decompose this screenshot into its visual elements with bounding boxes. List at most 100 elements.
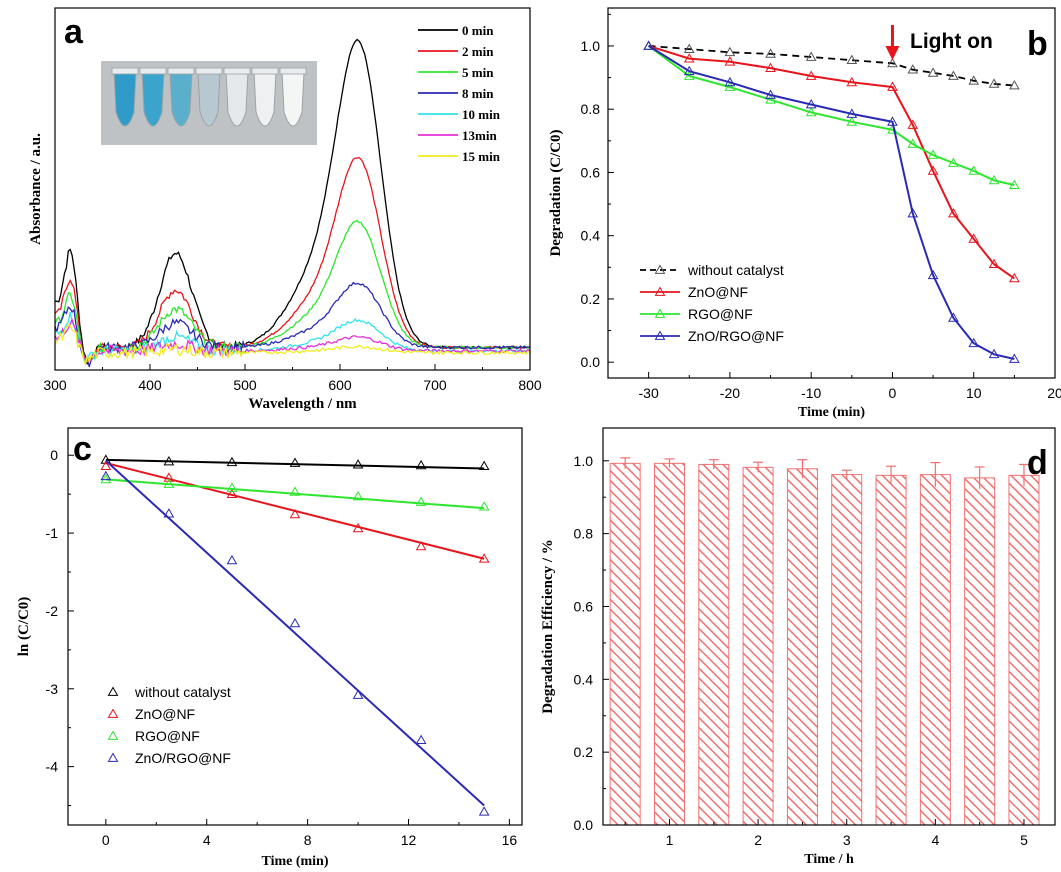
y-tick-label: 1.0 xyxy=(574,453,594,469)
bar xyxy=(1008,474,1040,826)
legend-marker xyxy=(654,264,666,274)
y-tick-label: 0.2 xyxy=(574,744,594,760)
data-point xyxy=(846,116,858,126)
legend-marker xyxy=(107,730,119,740)
series-line-zno-rgo-nf xyxy=(648,45,1015,360)
data-point xyxy=(226,554,238,565)
data-point xyxy=(805,98,817,109)
legend-label-10-min: 10 min xyxy=(462,107,501,122)
x-axis-label: Wavelength / nm xyxy=(248,396,357,412)
data-point xyxy=(907,119,919,129)
data-point xyxy=(948,157,959,167)
x-tick-label: 4 xyxy=(203,832,211,848)
y-tick-label: -2 xyxy=(46,603,59,619)
y-tick-label: 0.2 xyxy=(581,291,601,307)
data-point xyxy=(415,540,427,551)
data-point xyxy=(968,75,980,85)
vial xyxy=(225,71,249,127)
data-point xyxy=(724,76,736,87)
data-point xyxy=(988,78,1000,88)
panel-label-d: d xyxy=(1027,444,1048,482)
panel-b: -30 -20 -10 0 10 20 0.0 0.2 0.4 0.6 0.8 1.0 Time (mi… xyxy=(548,7,1061,420)
data-point xyxy=(683,65,695,76)
data-point xyxy=(765,94,776,104)
panel-label-c: c xyxy=(73,430,92,468)
light-on-arrowhead xyxy=(885,46,900,60)
legend-label-5-min: 5 min xyxy=(462,65,494,80)
legend-marker xyxy=(654,286,666,296)
legend-marker xyxy=(107,686,119,696)
x-tick-label: 16 xyxy=(502,832,518,848)
data-point xyxy=(927,67,939,77)
data-point xyxy=(289,508,301,519)
data-point xyxy=(765,89,776,99)
fit-line-rgo-nf xyxy=(105,478,485,510)
data-point xyxy=(805,106,817,117)
bar xyxy=(742,466,774,826)
bar xyxy=(964,477,996,826)
y-tick-label: 0.6 xyxy=(574,598,594,614)
data-point xyxy=(846,108,858,118)
data-point xyxy=(724,81,736,91)
vial xyxy=(141,71,165,127)
x-tick-label: -30 xyxy=(639,385,659,401)
data-point xyxy=(100,473,112,484)
data-point xyxy=(846,54,858,65)
x-tick-label: 700 xyxy=(423,377,447,393)
bar xyxy=(831,474,863,826)
data-point xyxy=(289,457,301,467)
data-point xyxy=(683,43,695,53)
legend-label-without-catalyst: without catalyst xyxy=(687,262,784,278)
data-point xyxy=(478,501,490,511)
data-point xyxy=(724,56,736,66)
data-point xyxy=(988,174,1000,185)
y-tick-label: 0.4 xyxy=(581,228,601,244)
inset-vials-photo xyxy=(101,61,317,145)
bar xyxy=(875,474,907,826)
legend-marker xyxy=(654,308,666,318)
panel-label-b: b xyxy=(1027,25,1048,63)
fit-line-zno-rgo-nf xyxy=(105,459,485,807)
data-point xyxy=(968,165,980,175)
data-point xyxy=(927,165,939,175)
legend-marker xyxy=(654,330,666,340)
data-point xyxy=(887,116,898,126)
axes-frame-b xyxy=(607,7,1056,379)
data-point xyxy=(948,208,959,218)
data-point xyxy=(415,734,427,745)
data-point xyxy=(289,617,301,628)
x-tick-label: 10 xyxy=(966,385,982,401)
fit-line-without-catalyst xyxy=(105,458,485,470)
y-tick-label: 0.6 xyxy=(581,164,601,180)
panel-d: 1 2 3 4 5 0.0 0.2 0.4 0.6 0.8 1.0 Time / h Degradati… xyxy=(540,427,1056,867)
data-point xyxy=(988,348,1000,359)
y-tick-label: -4 xyxy=(46,759,59,775)
data-point xyxy=(226,482,238,492)
data-point xyxy=(724,46,736,57)
data-point xyxy=(163,455,175,466)
data-point xyxy=(1009,272,1020,283)
series-line-rgo-nf xyxy=(648,45,1015,187)
x-tick-label: -20 xyxy=(720,385,740,401)
data-point xyxy=(948,312,959,322)
vial-cap xyxy=(111,67,139,75)
data-point xyxy=(927,149,939,159)
x-tick-label: 2 xyxy=(754,832,762,848)
panel-label-a: a xyxy=(64,13,84,51)
y-tick-label: 1.0 xyxy=(581,38,601,54)
data-point xyxy=(968,233,980,243)
x-tick-label: 3 xyxy=(843,832,851,848)
x-tick-label: 0 xyxy=(102,832,110,848)
x-axis-label: Time (min) xyxy=(261,854,328,869)
data-point xyxy=(887,81,898,91)
data-point xyxy=(163,478,175,488)
vial xyxy=(253,71,277,127)
data-point xyxy=(415,496,427,506)
data-point xyxy=(163,508,175,518)
x-axis-label: Time / h xyxy=(804,852,854,867)
x-tick-label: 500 xyxy=(233,377,257,393)
legend-label-13min: 13min xyxy=(462,128,497,143)
vial-cap xyxy=(195,67,223,75)
panel-c: 0 4 8 12 16 0 -1 -2 -3 -4 Time (min) ln (C/C0) witho… xyxy=(16,427,523,869)
